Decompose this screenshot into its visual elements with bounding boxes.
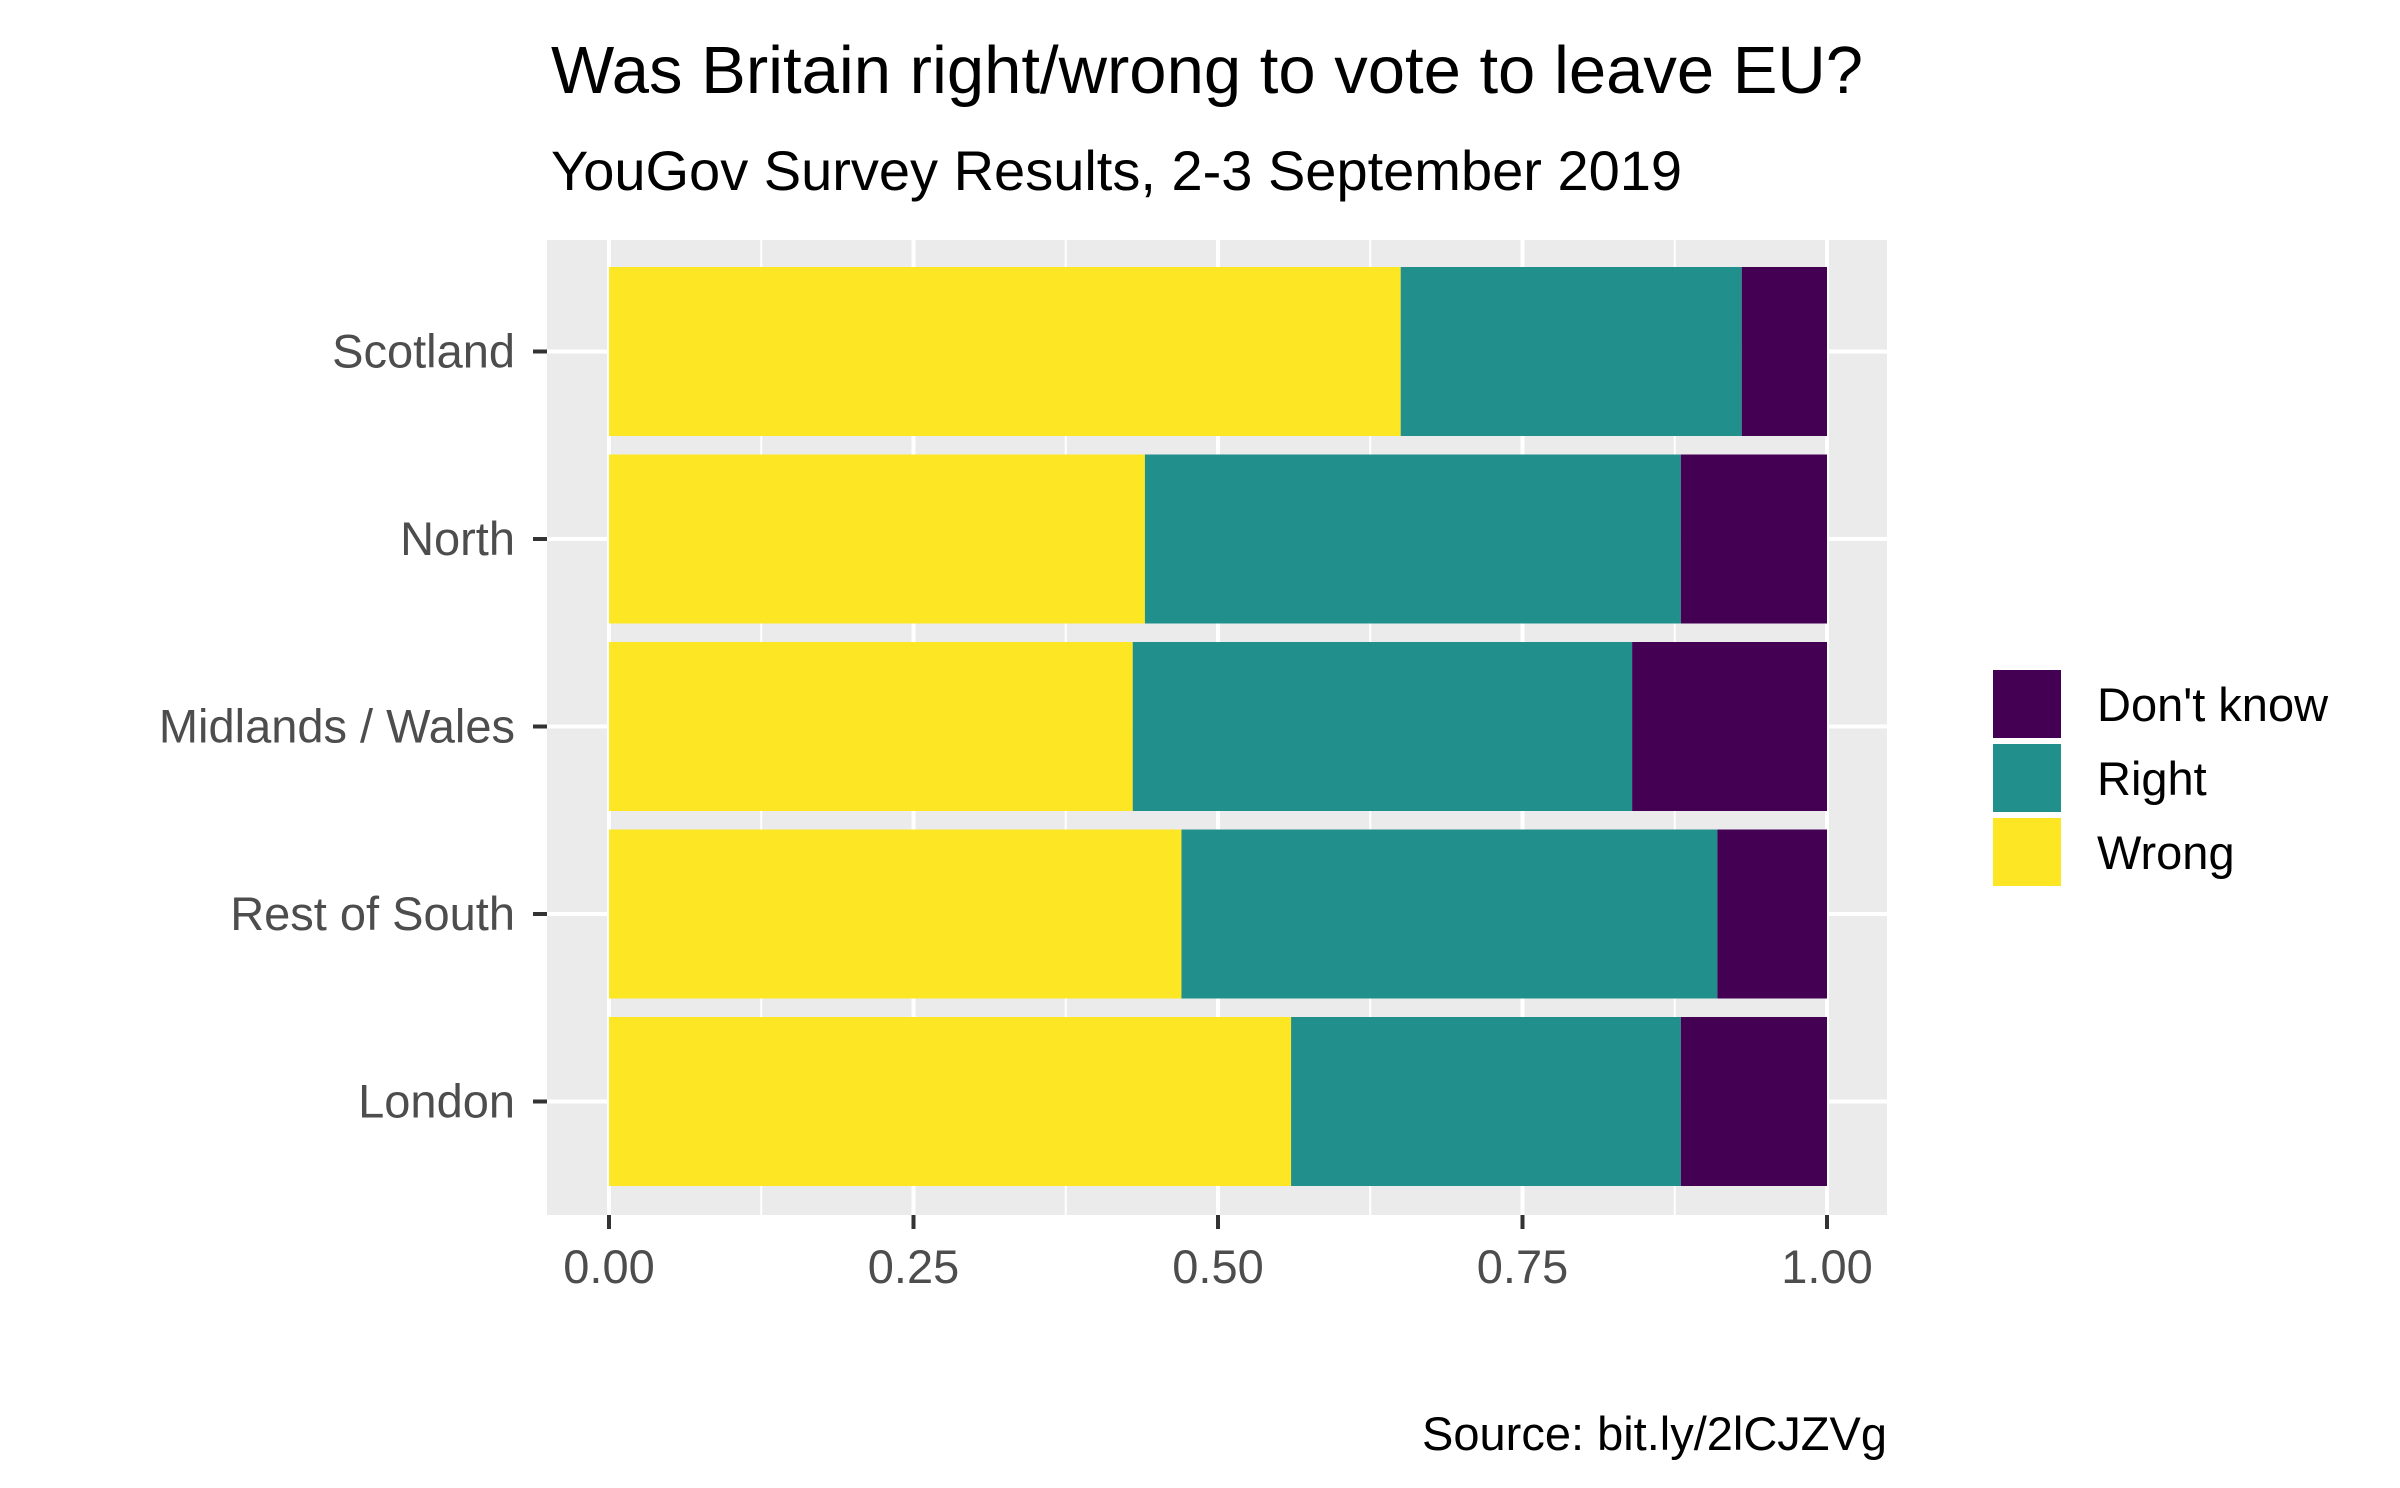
bar-segment-right: North — Right: 0.44 xyxy=(1144,454,1681,624)
legend-key-right xyxy=(1993,744,2061,812)
bar-segment-right: Rest of South — Right: 0.44 xyxy=(1181,829,1718,999)
bar-segment-wrong: Midlands / Wales — Wrong: 0.43 xyxy=(609,642,1133,811)
bar-segment-right: London — Right: 0.32 xyxy=(1291,1017,1681,1186)
bar-segment-don-t-know: Scotland — Don't know: 0.07 xyxy=(1741,267,1827,436)
x-tick-label: 1.00 xyxy=(1781,1240,1872,1293)
legend-key-don-t-know xyxy=(1993,670,2061,738)
x-axis: 0.00 0.25 0.50 0.75 1.00 xyxy=(563,1215,1873,1293)
y-axis: Scotland North Midlands / Wales Rest of Sou… xyxy=(159,325,547,1128)
legend: Don't know Right Wrong xyxy=(1993,670,2329,886)
x-tick-label: 0.75 xyxy=(1477,1240,1568,1293)
bar-segment-don-t-know: Midlands / Wales — Don't know: 0.16 xyxy=(1632,642,1827,811)
y-tick-label: London xyxy=(358,1075,515,1128)
x-tick-label: 0.25 xyxy=(868,1240,959,1293)
plot-panel: Scotland — Wrong: 0.65Scotland — Right: … xyxy=(547,240,1887,1215)
bar-segment-right: Midlands / Wales — Right: 0.41 xyxy=(1132,642,1633,811)
bar-segment-don-t-know: Rest of South — Don't know: 0.09 xyxy=(1717,829,1827,999)
bar-segment-wrong: Rest of South — Wrong: 0.47 xyxy=(609,829,1182,999)
y-tick-label: North xyxy=(400,512,515,565)
legend-label: Right xyxy=(2097,752,2207,805)
legend-key-wrong xyxy=(1993,818,2061,886)
bar-segment-don-t-know: London — Don't know: 0.12 xyxy=(1680,1017,1827,1186)
y-tick-label: Rest of South xyxy=(230,887,515,940)
chart-subtitle: YouGov Survey Results, 2-3 September 201… xyxy=(551,139,1682,202)
x-tick-label: 0.00 xyxy=(563,1240,654,1293)
bar-segment-right: Scotland — Right: 0.28 xyxy=(1400,267,1742,436)
y-tick-label: Midlands / Wales xyxy=(159,700,515,753)
bar-segment-wrong: North — Wrong: 0.44 xyxy=(609,454,1145,624)
source-caption: Source: bit.ly/2lCJZVg xyxy=(1422,1407,1887,1460)
y-tick-label: Scotland xyxy=(332,325,515,378)
bar-segment-don-t-know: North — Don't know: 0.12 xyxy=(1680,454,1827,624)
bar-segment-wrong: London — Wrong: 0.56 xyxy=(609,1017,1292,1186)
legend-label: Don't know xyxy=(2097,678,2329,731)
x-tick-label: 0.50 xyxy=(1172,1240,1263,1293)
chart-title: Was Britain right/wrong to vote to leave… xyxy=(551,33,1863,108)
legend-label: Wrong xyxy=(2097,826,2235,879)
bar-segment-wrong: Scotland — Wrong: 0.65 xyxy=(609,267,1401,436)
